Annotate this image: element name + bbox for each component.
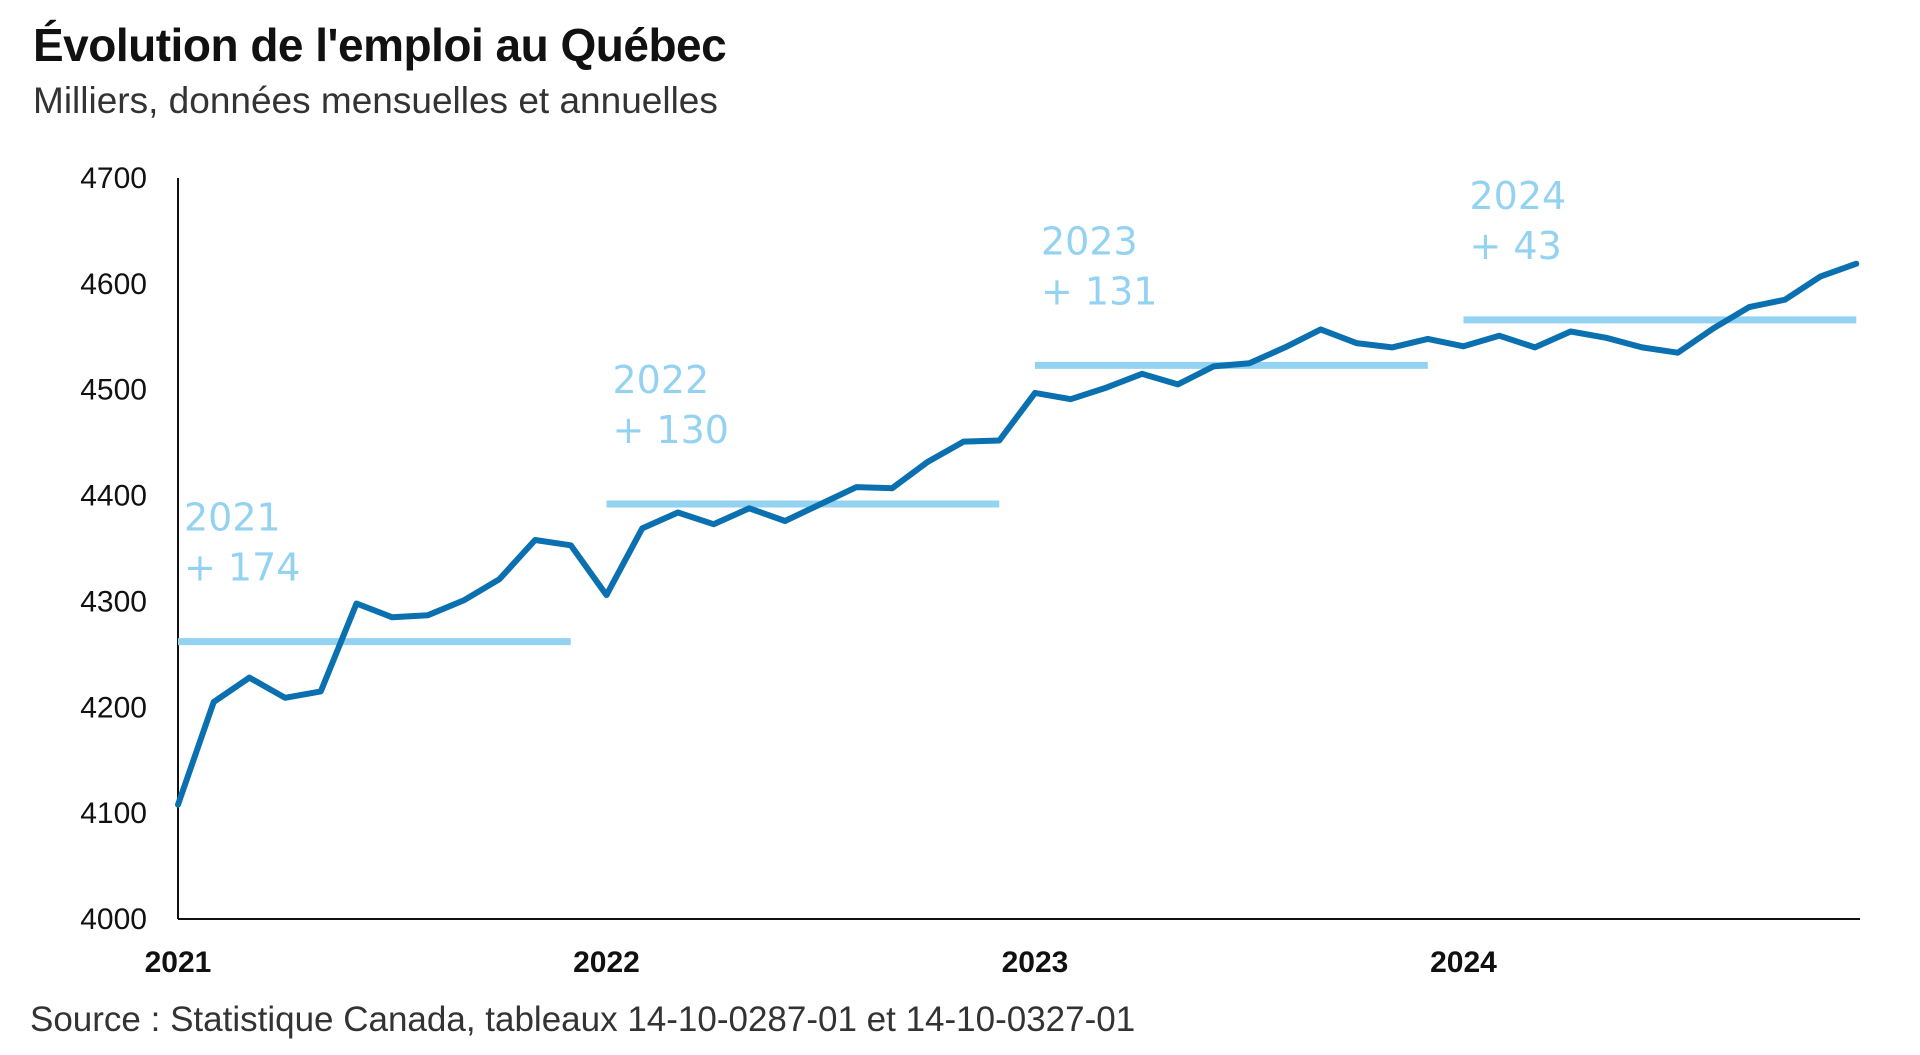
monthly-employment-line (175, 260, 1860, 808)
x-tick-labels: 2021 2022 2023 2024 (145, 946, 1498, 979)
chart-subtitle: Milliers, données mensuelles et annuelle… (33, 80, 718, 121)
annual-year-label: 2021 (184, 496, 281, 540)
x-tick-label: 2023 (1002, 946, 1069, 979)
y-tick-label: 4500 (80, 374, 147, 407)
chart-source: Source : Statistique Canada, tableaux 14… (30, 1000, 1136, 1039)
x-tick-label: 2022 (573, 946, 640, 979)
annual-change-label: + 131 (1041, 269, 1157, 313)
y-tick-label: 4000 (80, 903, 147, 936)
y-tick-label: 4300 (80, 585, 147, 618)
y-tick-labels: 4000 4100 4200 4300 4400 4500 4600 4700 (80, 162, 147, 936)
annual-change-label: + 174 (184, 546, 300, 590)
annual-change-label: + 130 (613, 408, 729, 452)
x-tick-label: 2024 (1430, 946, 1497, 979)
annual-year-label: 2023 (1041, 219, 1138, 263)
chart-title: Évolution de l'emploi au Québec (33, 19, 727, 71)
annual-change-annotations: 2021 + 174 2022 + 130 2023 + 131 2024 + 43 (184, 174, 1566, 590)
annual-year-label: 2022 (613, 358, 710, 402)
x-tick-label: 2021 (145, 946, 212, 979)
y-tick-label: 4600 (80, 268, 147, 301)
y-tick-label: 4100 (80, 797, 147, 830)
y-tick-label: 4700 (80, 162, 147, 195)
annual-year-label: 2024 (1470, 174, 1567, 218)
annual-average-lines (178, 316, 1857, 646)
annual-change-label: + 43 (1470, 224, 1562, 268)
y-tick-label: 4400 (80, 480, 147, 513)
y-tick-label: 4200 (80, 691, 147, 724)
